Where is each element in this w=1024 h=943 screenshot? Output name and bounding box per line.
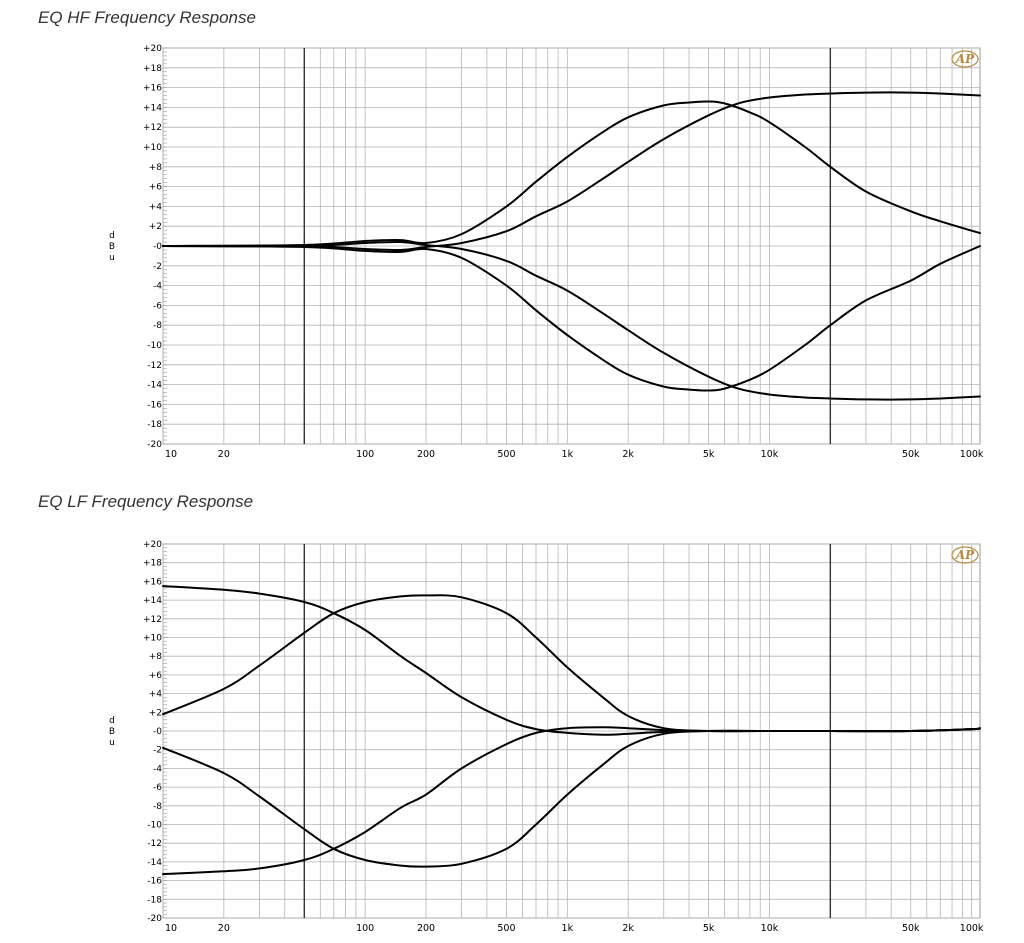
lf-x-tick-label: 2k (622, 923, 634, 934)
lf-y-unit-letter: B (109, 727, 115, 737)
lf-y-tick-label: +14 (143, 596, 162, 606)
hf-y-unit-letter: B (109, 242, 115, 252)
hf-y-tick-label: -0 (153, 242, 162, 252)
lf-y-tick-label: +18 (143, 559, 162, 569)
hf-x-tick-label: 2k (622, 449, 634, 460)
lf-series-line-4 (162, 727, 981, 868)
hf-x-tick-label: 500 (497, 449, 515, 460)
lf-ap-logo: AP (951, 546, 979, 564)
lf-y-tick-label: -12 (147, 839, 162, 849)
hf-y-tick-label: +18 (143, 64, 162, 74)
hf-y-tick-label: +10 (143, 143, 162, 153)
lf-x-tick-label: 100k (960, 923, 984, 934)
hf-y-tick-label: -14 (147, 381, 162, 391)
hf-x-tick-label: 200 (417, 449, 435, 460)
hf-y-tick-label: +4 (149, 202, 163, 212)
hf-series-line-2 (162, 91, 981, 252)
hf-frequency-response-chart: +20 +18 +16 +14 +12 +10 +8 +6 +4 +2 -0 -2 -4 -6 -8 -10 -… (109, 44, 984, 460)
hf-x-tick-label: 10k (761, 449, 779, 460)
hf-x-tick-label: 20 (218, 449, 230, 460)
hf-x-tick-label: 100k (960, 449, 984, 460)
lf-y-tick-label: +20 (143, 540, 162, 550)
lf-x-tick-label: 100 (356, 923, 374, 934)
hf-y-tick-label: -18 (147, 420, 162, 430)
lf-grid (162, 543, 981, 919)
hf-series-line-3 (162, 245, 981, 392)
lf-y-tick-label: -0 (153, 727, 162, 737)
hf-y-tick-label: +12 (143, 123, 162, 133)
lf-y-tick-label: +12 (143, 615, 162, 625)
hf-x-tick-label: 50k (902, 449, 920, 460)
hf-y-tick-label: +20 (143, 44, 162, 54)
hf-y-tick-label: -12 (147, 361, 162, 371)
hf-ap-logo: AP (951, 50, 979, 68)
lf-x-tick-label: 1k (562, 923, 574, 934)
hf-series-line-1 (162, 100, 981, 247)
lf-x-tick-label: 5k (703, 923, 715, 934)
lf-y-tick-label: -2 (153, 746, 162, 756)
lf-y-tick-label: -4 (153, 764, 162, 774)
hf-x-tick-label: 1k (562, 449, 574, 460)
hf-chart-title: EQ HF Frequency Response (38, 8, 256, 27)
hf-y-tick-label: -20 (147, 440, 162, 450)
svg-text:AP: AP (955, 52, 975, 66)
lf-x-tick-label: 10 (165, 923, 177, 934)
hf-x-tick-label: 100 (356, 449, 374, 460)
lf-y-tick-label: -20 (147, 914, 162, 924)
hf-y-tick-label: +2 (149, 222, 162, 232)
hf-y-tick-label: -6 (153, 301, 162, 311)
hf-series-line-4 (162, 240, 981, 401)
svg-text:AP: AP (955, 548, 975, 562)
lf-y-tick-label: +6 (149, 671, 163, 681)
lf-x-tick-label: 50k (902, 923, 920, 934)
hf-y-tick-label: -4 (153, 282, 162, 292)
lf-x-tick-label: 10k (761, 923, 779, 934)
hf-grid (162, 47, 981, 445)
lf-y-tick-label: -16 (147, 877, 162, 887)
hf-y-tick-label: -16 (147, 400, 162, 410)
lf-y-tick-label: +16 (143, 577, 162, 587)
lf-chart-title: EQ LF Frequency Response (38, 492, 254, 511)
lf-x-tick-label: 500 (497, 923, 515, 934)
lf-x-tick-label: 200 (417, 923, 435, 934)
lf-series-line-2 (162, 594, 981, 733)
lf-y-tick-label: +4 (149, 690, 163, 700)
hf-y-tick-label: -8 (153, 321, 162, 331)
hf-y-tick-label: +8 (149, 163, 163, 173)
hf-y-tick-label: +14 (143, 103, 162, 113)
hf-y-tick-label: +6 (149, 183, 163, 193)
hf-x-tick-label: 5k (703, 449, 715, 460)
hf-y-unit-letter: u (109, 253, 115, 263)
lf-y-unit-letter: d (109, 716, 115, 726)
lf-y-unit-letter: u (109, 738, 115, 748)
lf-x-tick-label: 20 (218, 923, 230, 934)
lf-y-tick-label: -14 (147, 858, 162, 868)
hf-y-tick-label: +16 (143, 84, 162, 94)
lf-y-tick-label: +10 (143, 634, 162, 644)
hf-y-tick-label: -10 (147, 341, 162, 351)
lf-y-tick-label: +8 (149, 652, 163, 662)
lf-y-tick-label: +2 (149, 708, 162, 718)
lf-y-tick-label: -10 (147, 821, 162, 831)
lf-y-tick-label: -18 (147, 895, 162, 905)
hf-y-unit-letter: d (109, 231, 115, 241)
lf-y-tick-label: -8 (153, 802, 162, 812)
hf-y-tick-label: -2 (153, 262, 162, 272)
lf-y-tick-label: -6 (153, 783, 162, 793)
hf-x-tick-label: 10 (165, 449, 177, 460)
